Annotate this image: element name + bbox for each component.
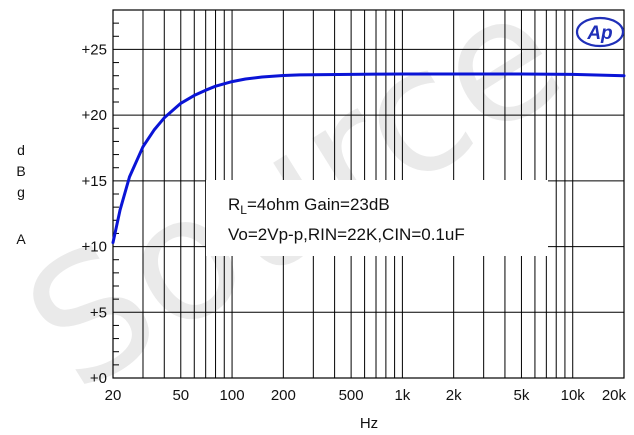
- annotation-line-1: RL=4ohm Gain=23dB: [228, 195, 390, 217]
- x-tick-label: 20k: [602, 387, 627, 404]
- x-tick-label: 500: [339, 387, 364, 404]
- logo-ellipse: [575, 16, 625, 48]
- annotation-line-1-rest: =4ohm Gain=23dB: [247, 195, 390, 214]
- annotation-background: [206, 180, 548, 256]
- annotation-box: RL=4ohm Gain=23dB Vo=2Vp-p,RIN=22K,CIN=0…: [206, 180, 548, 256]
- x-tick-label: 200: [271, 387, 296, 404]
- series-layer: [111, 72, 626, 245]
- x-tick-label: 5k: [514, 387, 530, 404]
- y-tick-label: +20: [82, 107, 107, 124]
- x-tick-label: 10k: [561, 387, 586, 404]
- y-tick-label: +5: [90, 304, 107, 321]
- x-tick-label: 50: [172, 387, 189, 404]
- x-tick-label: 20: [105, 387, 122, 404]
- x-tick-label: 2k: [446, 387, 462, 404]
- y-axis-label-letter: g: [17, 184, 25, 200]
- y-axis-label-letter: A: [16, 231, 26, 247]
- x-tick-label: 1k: [394, 387, 410, 404]
- y-tick-label: +15: [82, 173, 107, 190]
- x-axis-label: Hz: [360, 415, 378, 432]
- series-line: [111, 72, 626, 245]
- annotation-line-2: Vo=2Vp-p,RIN=22K,CIN=0.1uF: [228, 225, 465, 244]
- x-tick-labels: 20 50 100 200 500 1k 2k 5k 10k 20k: [105, 387, 627, 404]
- y-tick-label: +25: [82, 41, 107, 58]
- plot-frame: [112, 9, 625, 379]
- y-tick-label: +0: [90, 370, 107, 387]
- annotation-rl-main: R: [228, 195, 240, 214]
- y-tick-labels: +0 +5 +10 +15 +20 +25: [82, 41, 107, 387]
- y-axis-label: dBg A: [16, 142, 26, 247]
- y-tick-label: +10: [82, 239, 107, 256]
- y-axis-label-letter: B: [16, 163, 25, 179]
- ap-logo: Ap: [575, 16, 625, 48]
- plot-border: [112, 9, 625, 379]
- annotation-rl-subscript: L: [240, 203, 247, 217]
- y-axis-label-letter: d: [17, 142, 25, 158]
- x-tick-label: 100: [220, 387, 245, 404]
- logo-text: Ap: [586, 23, 612, 44]
